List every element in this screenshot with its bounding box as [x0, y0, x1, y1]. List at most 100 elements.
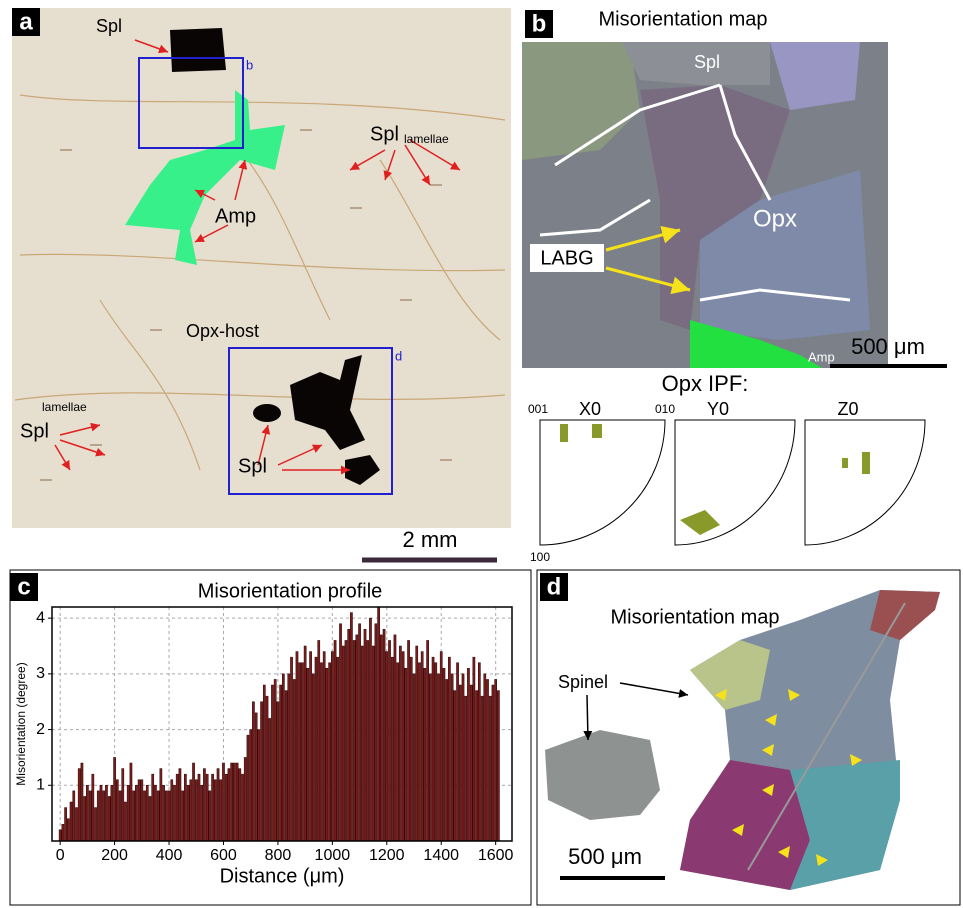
bar	[386, 652, 388, 841]
bar	[293, 679, 295, 841]
bar	[149, 796, 151, 841]
bar	[86, 785, 88, 841]
y-tick-label: 1	[36, 777, 45, 794]
bar	[124, 802, 126, 841]
bar	[383, 629, 385, 841]
bar	[154, 785, 156, 841]
bar	[288, 674, 290, 841]
spinel-grain	[253, 404, 281, 422]
bar	[67, 819, 69, 841]
bar	[239, 769, 241, 841]
bar	[323, 652, 325, 841]
bar	[81, 763, 83, 841]
bar	[130, 763, 132, 841]
bar	[473, 657, 475, 841]
bar	[372, 646, 374, 841]
bar	[179, 769, 181, 841]
bar	[255, 713, 257, 841]
bar	[337, 657, 339, 841]
x-tick-label: 0	[56, 847, 65, 864]
bar	[380, 635, 382, 841]
panel-c: c Misorientation profile Misorientation …	[10, 570, 531, 905]
bar	[94, 808, 96, 841]
annotation: Opx-host	[186, 321, 259, 341]
bar	[309, 652, 311, 841]
x-tick-label: 1600	[478, 847, 514, 864]
bar	[160, 769, 162, 841]
scale-bar-label: 500 μm	[851, 334, 925, 359]
bar	[318, 640, 320, 841]
bar	[437, 674, 439, 841]
scale-bar-label: 500 μm	[568, 844, 642, 869]
panel-title: Misorientation map	[599, 8, 768, 30]
bar	[260, 702, 262, 841]
bar	[271, 685, 273, 841]
panel-label: c	[17, 573, 30, 600]
bar	[280, 685, 282, 841]
bar	[105, 785, 107, 841]
bar	[171, 780, 173, 841]
y-axis-label: Misorientation (degree)	[14, 662, 28, 785]
bar	[198, 774, 200, 841]
bar	[70, 802, 72, 841]
bar	[73, 791, 75, 841]
bar	[141, 780, 143, 841]
bar	[375, 624, 377, 841]
bar	[241, 774, 243, 841]
panel-title: Misorientation map	[611, 606, 780, 628]
bar	[358, 624, 360, 841]
bar	[329, 663, 331, 841]
bar	[209, 791, 211, 841]
annotation: d	[395, 348, 402, 363]
bar	[62, 824, 64, 841]
bar	[92, 774, 94, 841]
ipf-label: Y0	[707, 399, 729, 419]
bar	[290, 657, 292, 841]
annotation: Opx	[753, 205, 797, 232]
bar	[446, 679, 448, 841]
bar	[413, 674, 415, 841]
bar	[135, 785, 137, 841]
panel-label: b	[532, 10, 547, 37]
bar	[320, 663, 322, 841]
bar	[451, 674, 453, 841]
bar	[157, 791, 159, 841]
bar	[470, 685, 472, 841]
bar	[402, 652, 404, 841]
bar	[206, 774, 208, 841]
panel-label: d	[547, 573, 562, 600]
bar	[448, 657, 450, 841]
bar	[195, 780, 197, 841]
panel-d: d Misorientation map Spinel 500 μm	[537, 570, 960, 905]
bar	[165, 791, 167, 841]
bar	[399, 646, 401, 841]
bar	[252, 702, 254, 841]
bar	[299, 663, 301, 841]
bar	[462, 674, 464, 841]
bar	[127, 785, 129, 841]
bar	[495, 679, 497, 841]
panel-label: a	[19, 8, 33, 35]
bar	[443, 668, 445, 841]
y-tick-label: 3	[36, 665, 45, 682]
bar	[361, 646, 363, 841]
annotation: Spl	[370, 123, 399, 145]
bar	[250, 730, 252, 841]
bar	[233, 763, 235, 841]
bar	[407, 640, 409, 841]
annotation: Spl	[96, 16, 122, 36]
bar	[133, 791, 135, 841]
bar	[269, 718, 271, 841]
bar	[326, 668, 328, 841]
annotation: Spinel	[558, 672, 608, 692]
bar	[75, 808, 77, 841]
bar	[378, 607, 380, 841]
bar	[440, 652, 442, 841]
bar	[190, 780, 192, 841]
bar	[176, 774, 178, 841]
annotation: lamellae	[404, 132, 449, 146]
bar	[497, 691, 499, 841]
scale-bar-label: 2 mm	[403, 527, 458, 552]
bar	[394, 635, 396, 841]
bar	[364, 629, 366, 841]
